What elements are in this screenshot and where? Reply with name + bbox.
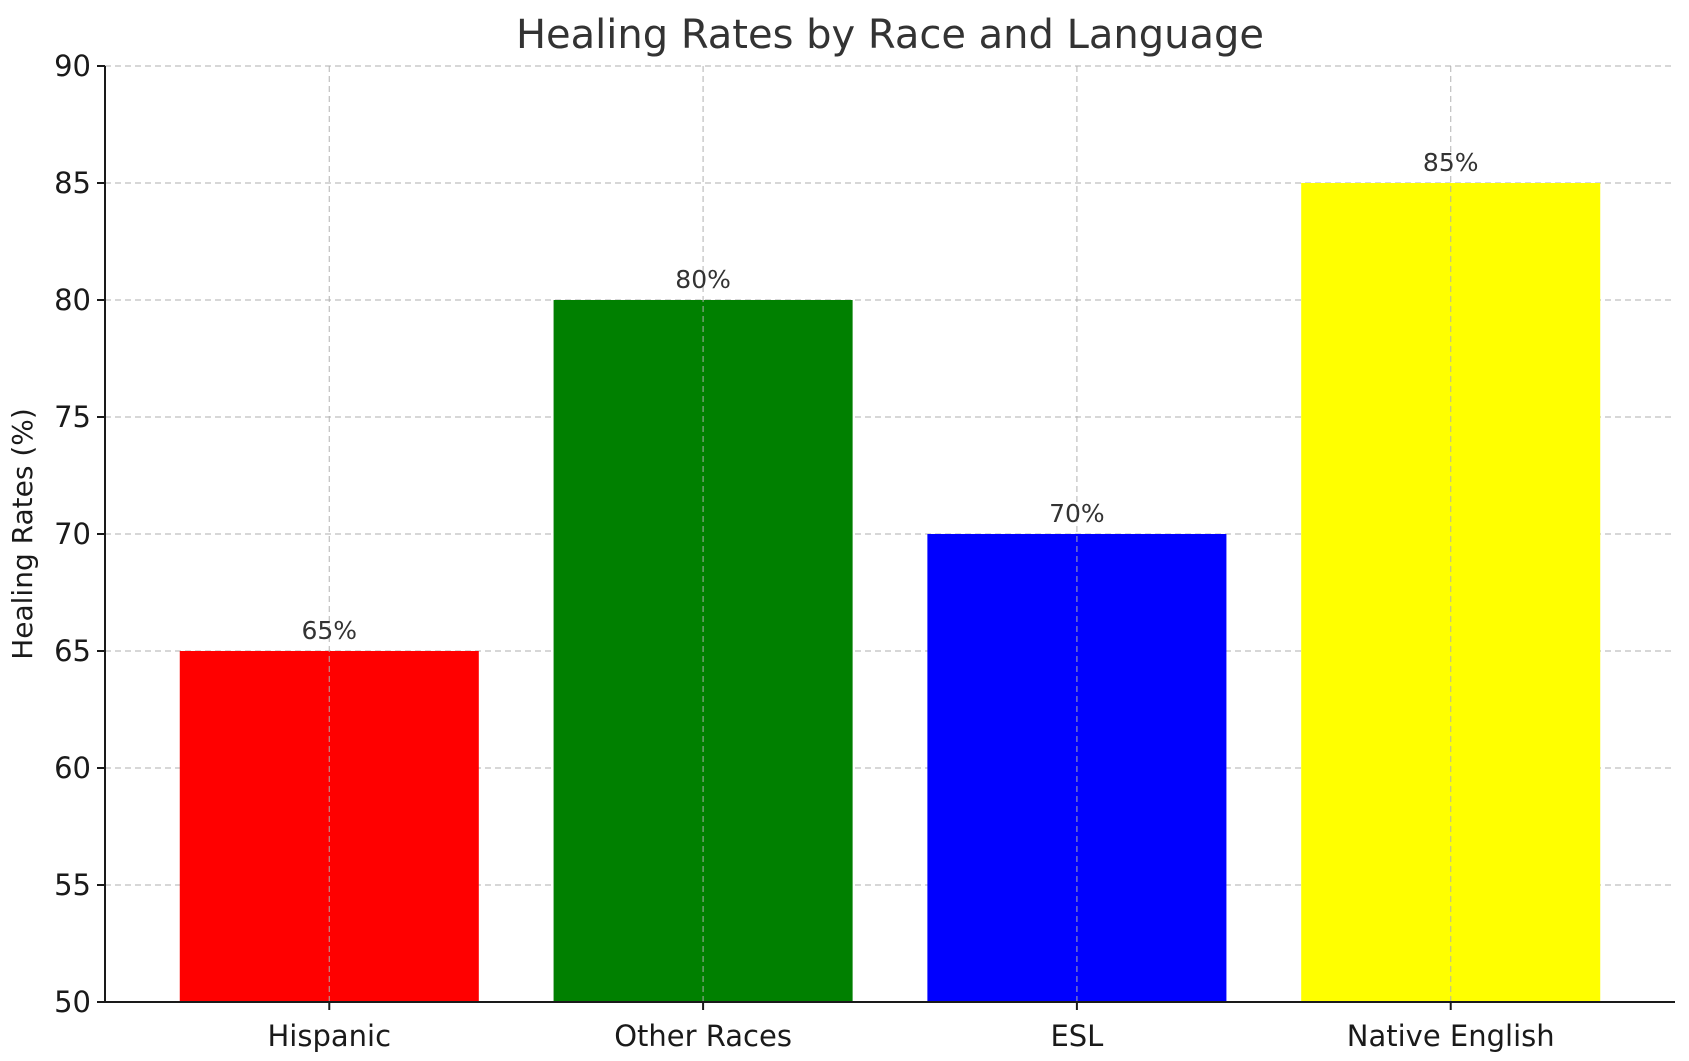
bars xyxy=(179,183,1601,1002)
x-tick-label-esl: ESL xyxy=(1050,1019,1103,1053)
data-label-native-english: 85% xyxy=(1423,148,1479,177)
chart-title: Healing Rates by Race and Language xyxy=(516,12,1264,58)
axes xyxy=(97,65,1675,1010)
x-tick-label-other-races: Other Races xyxy=(614,1019,792,1053)
y-tick-label-80: 80 xyxy=(54,283,91,317)
y-tick-label-65: 65 xyxy=(54,634,91,668)
data-label-esl: 70% xyxy=(1049,499,1105,528)
y-tick-label-75: 75 xyxy=(54,400,91,434)
y-tick-label-85: 85 xyxy=(54,166,91,200)
y-axis-label: Healing Rates (%) xyxy=(6,408,39,660)
x-tick-label-hispanic: Hispanic xyxy=(268,1019,392,1053)
x-tick-label-native-english: Native English xyxy=(1347,1019,1555,1053)
y-tick-label-90: 90 xyxy=(54,49,91,83)
y-tick-label-50: 50 xyxy=(54,985,91,1019)
y-tick-label-70: 70 xyxy=(54,517,91,551)
x-grid xyxy=(328,66,1452,1002)
y-tick-label-60: 60 xyxy=(54,751,91,785)
data-label-hispanic: 65% xyxy=(301,616,357,645)
data-label-other-races: 80% xyxy=(675,265,731,294)
y-tick-label-55: 55 xyxy=(54,868,91,902)
labels: 50 55 60 65 70 75 80 85 90 Hispanic Other Races ESL… xyxy=(54,49,1555,1053)
